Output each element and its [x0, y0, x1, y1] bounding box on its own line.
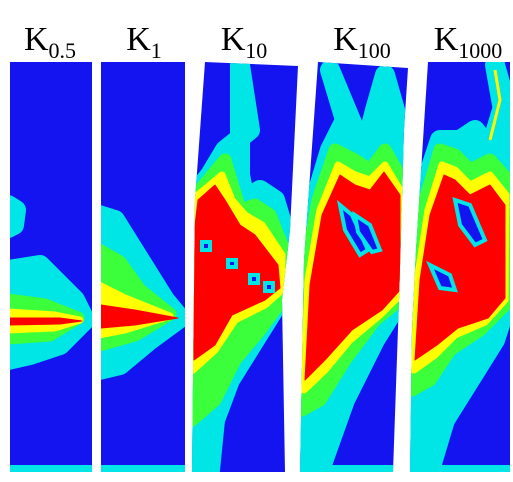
- contour-panel: [405, 55, 513, 475]
- label-subscript: 100: [358, 38, 391, 63]
- label-base: K: [24, 21, 49, 58]
- label-base: K: [221, 21, 246, 58]
- label-subscript: 1000: [458, 38, 502, 63]
- contour: [250, 275, 258, 283]
- contour: [228, 260, 236, 267]
- contour: [410, 465, 510, 472]
- contour: [10, 465, 92, 472]
- label-subscript: 10: [245, 38, 267, 63]
- contour-panel: [8, 62, 92, 472]
- contour-panel: [295, 55, 413, 475]
- label-base: K: [126, 21, 151, 58]
- label-subscript: 1: [151, 38, 162, 63]
- contour: [202, 242, 210, 250]
- label-subscript: 0.5: [49, 38, 77, 63]
- page: {"panels": [ {"label": "K", "subscript":…: [0, 0, 513, 477]
- panel-label: K1000: [434, 21, 503, 63]
- contour-panel: [99, 62, 185, 472]
- label-base: K: [434, 21, 459, 58]
- panel-label: K100: [333, 21, 391, 63]
- contour: [8, 205, 16, 228]
- contour: [101, 465, 185, 472]
- contour: [300, 465, 400, 472]
- figure: K0.5 K1 K10 K100 K1000: [0, 0, 513, 477]
- label-base: K: [333, 21, 358, 58]
- contour-panel: [180, 55, 305, 475]
- panel-label: K0.5: [24, 21, 76, 63]
- contour: [265, 283, 273, 291]
- panel-label: K10: [221, 21, 268, 63]
- panel-label: K1: [126, 21, 162, 63]
